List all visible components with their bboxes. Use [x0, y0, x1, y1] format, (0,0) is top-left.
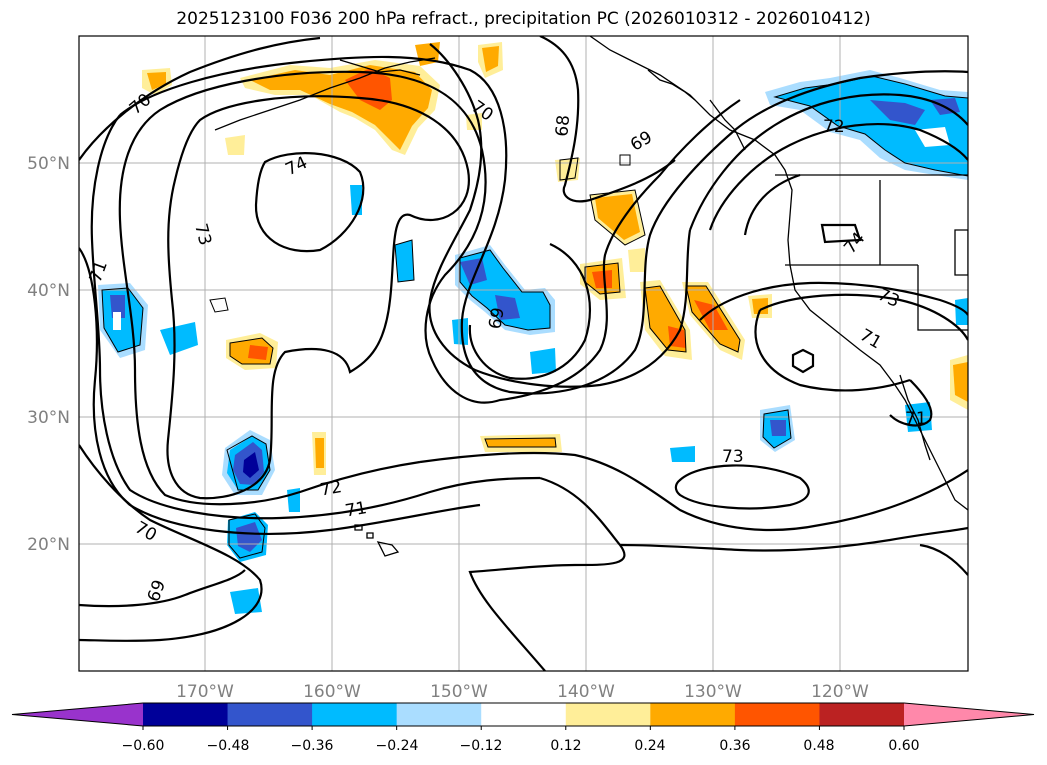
contour-label: 73 — [722, 447, 744, 467]
colorbar-tick-label: −0.60 — [122, 738, 165, 754]
colorbar-tick-labels: −0.60 −0.48 −0.36 −0.24 −0.12 0.12 0.24 … — [122, 738, 920, 754]
colorbar-extend-low — [12, 703, 143, 726]
map-title: 2025123100 F036 200 hPa refract., precip… — [176, 9, 871, 29]
contour-label: 71 — [905, 409, 927, 429]
colorbar-swatch — [312, 703, 398, 726]
lat-tick-label: 30°N — [27, 408, 70, 428]
contour-label: 69 — [485, 306, 508, 331]
gridlines — [79, 36, 968, 671]
lon-tick-label: 130°W — [684, 682, 742, 702]
colorbar-tick-label: 0.24 — [634, 738, 665, 754]
colorbar-swatch — [227, 703, 313, 726]
colorbar-tick-label: 0.36 — [719, 738, 750, 754]
colorbar-swatch — [819, 703, 905, 726]
colorbar-swatch — [650, 703, 736, 726]
map-frame — [78, 35, 969, 672]
contour-label: 68 — [552, 114, 574, 137]
colorbar-swatch — [396, 703, 482, 726]
precip-outlines — [101, 75, 968, 559]
colorbar — [11, 702, 1035, 730]
lat-ticks: 50°N 40°N 30°N 20°N — [27, 154, 70, 555]
colorbar-extend-high — [904, 703, 1034, 726]
map-area: 70 74 73 71 72 71 70 69 70 68 69 69 72 7… — [79, 36, 968, 671]
colorbar-swatch — [481, 703, 567, 726]
colorbar-swatch — [734, 703, 820, 726]
colorbar-tick-label: −0.48 — [207, 738, 250, 754]
lat-tick-label: 20°N — [27, 535, 70, 555]
lon-tick-label: 140°W — [557, 682, 615, 702]
lon-tick-label: 120°W — [811, 682, 869, 702]
refractivity-contours — [79, 36, 968, 671]
lon-tick-label: 170°W — [176, 682, 234, 702]
contour-label: 72 — [319, 477, 344, 500]
colorbar-tick-label: 0.60 — [888, 738, 919, 754]
lon-tick-label: 150°W — [430, 682, 488, 702]
lat-tick-label: 50°N — [27, 154, 70, 174]
colorbar-tick-label: −0.12 — [460, 738, 503, 754]
colorbar-tick-label: −0.24 — [376, 738, 419, 754]
colorbar-swatch — [565, 703, 651, 726]
lon-tick-label: 160°W — [303, 682, 361, 702]
contour-label: 71 — [344, 498, 369, 521]
colorbar-swatch — [143, 703, 229, 726]
lon-ticks: 170°W 160°W 150°W 140°W 130°W 120°W — [176, 682, 869, 702]
lat-tick-label: 40°N — [27, 281, 70, 301]
colorbar-tick-label: 0.48 — [803, 738, 834, 754]
coastlines — [214, 36, 968, 557]
contour-label: 72 — [823, 117, 845, 137]
colorbar-tick-label: 0.12 — [550, 738, 581, 754]
colorbar-tick-label: −0.36 — [291, 738, 334, 754]
